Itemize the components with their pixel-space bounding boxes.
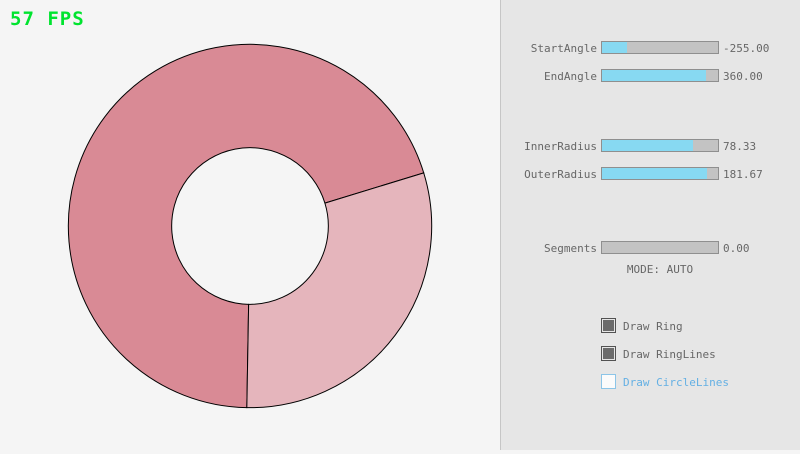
startangle-value: -255.00 [723, 42, 770, 55]
slider-row-innerradius: InnerRadius 78.33 [501, 139, 800, 153]
innerradius-value: 78.33 [723, 140, 757, 153]
endangle-slider-fill [602, 70, 707, 81]
slider-row-startangle: StartAngle -255.00 [501, 41, 800, 55]
render-canvas: 57 FPS [10, 8, 433, 409]
startangle-slider[interactable] [601, 41, 719, 54]
draw-ring-label: Draw Ring [623, 320, 683, 333]
startangle-slider-fill [602, 42, 628, 53]
donut-ring-chart [67, 43, 433, 409]
segments-mode-label: MODE: AUTO [626, 263, 694, 276]
endangle-slider[interactable] [601, 69, 719, 82]
draw-ringlines-label: Draw RingLines [623, 348, 716, 361]
draw-ring-checkbox[interactable] [601, 318, 616, 333]
draw-circlelines-checkbox[interactable] [601, 374, 616, 389]
innerradius-slider-fill [602, 140, 693, 151]
startangle-label: StartAngle [530, 42, 597, 55]
outerradius-value: 181.67 [723, 168, 763, 181]
outerradius-slider-fill [602, 168, 708, 179]
innerradius-label: InnerRadius [524, 140, 597, 153]
slider-row-segments: Segments 0.00 [501, 241, 800, 255]
segments-label: Segments [544, 242, 597, 255]
innerradius-slider[interactable] [601, 139, 719, 152]
endangle-value: 360.00 [723, 70, 763, 83]
segments-slider[interactable] [601, 241, 719, 254]
segments-value: 0.00 [723, 242, 750, 255]
ring-sector-dark [67, 43, 425, 409]
ring-sector-light [246, 172, 433, 409]
slider-row-outerradius: OuterRadius 181.67 [501, 167, 800, 181]
draw-ringlines-checkbox[interactable] [601, 346, 616, 361]
draw-circlelines-label: Draw CircleLines [623, 376, 729, 389]
outerradius-slider[interactable] [601, 167, 719, 180]
endangle-label: EndAngle [544, 70, 597, 83]
fps-counter: 57 FPS [10, 8, 85, 30]
outerradius-label: OuterRadius [524, 168, 597, 181]
slider-row-endangle: EndAngle 360.00 [501, 69, 800, 83]
control-panel: StartAngle -255.00 EndAngle 360.00 Inner… [500, 0, 800, 450]
